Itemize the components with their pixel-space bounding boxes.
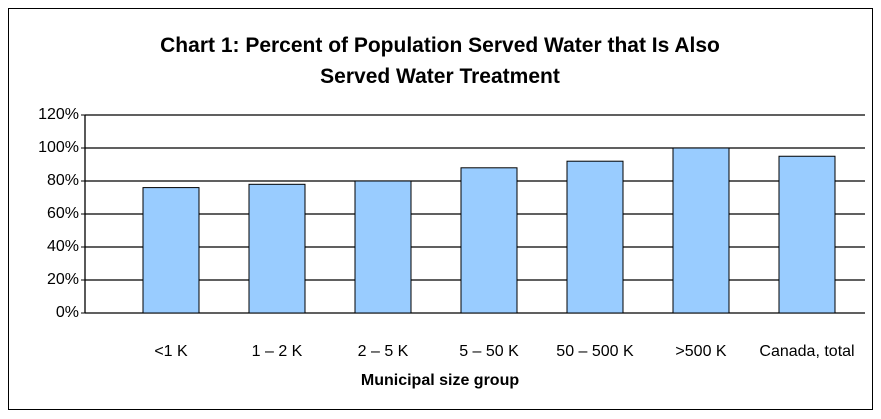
bar <box>248 183 306 314</box>
x-tick-label: 1 – 2 K <box>251 343 303 360</box>
y-tick-label: 120% <box>38 106 79 123</box>
y-tick-label: 60% <box>47 205 79 222</box>
x-tick-label: 50 – 500 K <box>556 343 634 360</box>
x-tick-label: <1 K <box>154 343 188 360</box>
y-tick-label: 80% <box>47 172 79 189</box>
x-tick-label: >500 K <box>675 343 727 360</box>
x-axis-title: Municipal size group <box>360 372 520 389</box>
x-tick-label: 5 – 50 K <box>459 343 519 360</box>
y-tick-label: 40% <box>47 238 79 255</box>
x-tick-label: 2 – 5 K <box>357 343 409 360</box>
bar <box>142 187 200 314</box>
chart-title: Chart 1: Percent of Population Served Wa… <box>160 34 720 88</box>
x-tick-label: Canada, total <box>759 343 855 360</box>
y-tick-label: 20% <box>47 271 79 288</box>
bar <box>672 147 730 314</box>
y-tick-label: 100% <box>38 139 79 156</box>
bar <box>460 167 518 314</box>
bar <box>354 180 412 314</box>
bar <box>778 155 836 314</box>
y-tick-label: 0% <box>56 304 79 321</box>
bar <box>566 160 624 314</box>
